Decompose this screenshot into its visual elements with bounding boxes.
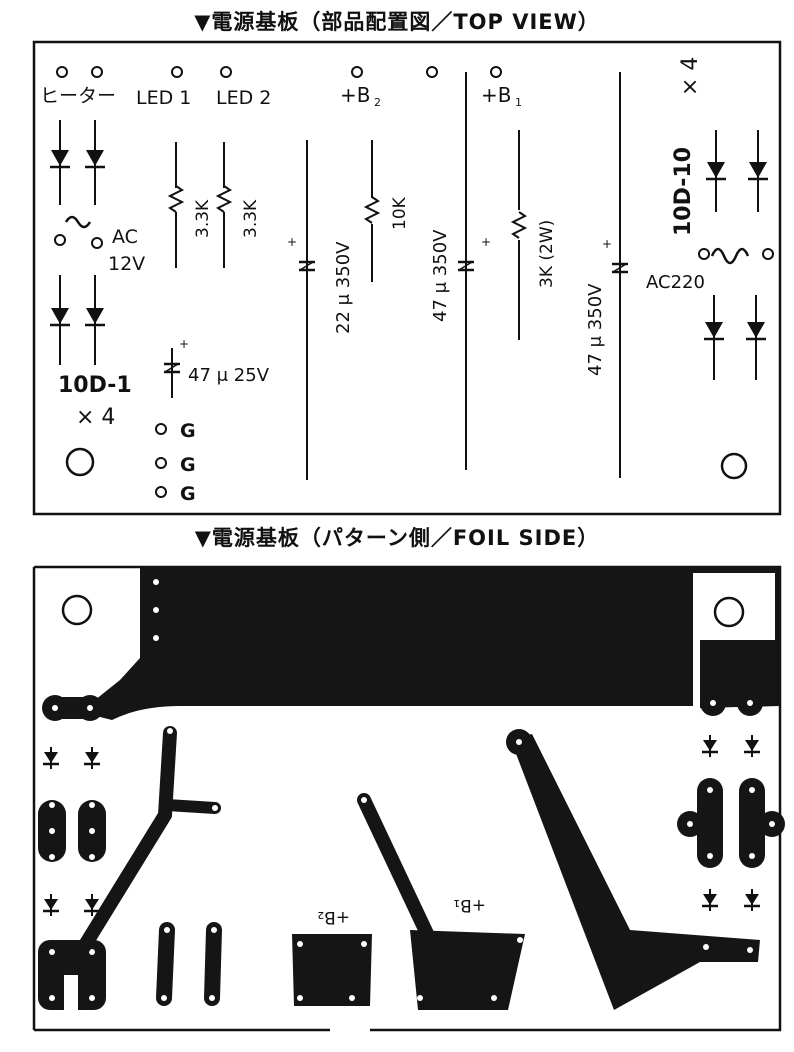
ground-plane <box>80 567 780 720</box>
diode-left-count: × 4 <box>76 405 115 430</box>
left-diode-3 <box>48 306 72 327</box>
cap4-plus: + <box>179 337 189 351</box>
mount-hole-foil-left <box>61 594 93 626</box>
b2-foil-pad <box>292 934 372 1006</box>
diode-right-type: 10D-10 <box>671 147 696 236</box>
g2-label: G <box>180 454 196 476</box>
b2-label: +B <box>340 83 370 107</box>
resistor-3k3-1 <box>169 185 183 213</box>
b1-label: +B <box>481 83 511 107</box>
cap2-plus: + <box>481 235 491 249</box>
foil-diode-7 <box>700 887 720 913</box>
left-diode-1 <box>48 148 72 169</box>
mount-hole-top-right <box>720 452 748 480</box>
r2-value: 3.3K <box>241 199 261 238</box>
cap3-plus: + <box>602 237 612 251</box>
right-diode-3 <box>702 320 726 341</box>
cap-47u-25v <box>162 362 182 374</box>
heater-label: ヒーター <box>40 85 116 107</box>
top-pads <box>56 66 502 78</box>
foil-side-board: +B₂ +B₁ <box>32 565 785 1032</box>
right-diode-1 <box>704 160 728 181</box>
mount-hole-foil-right <box>713 596 745 628</box>
led2-label: LED 2 <box>216 87 271 109</box>
cap-47u-350v-2 <box>610 262 630 274</box>
b1-foil-pad <box>410 930 525 1010</box>
pad-holes <box>52 579 753 711</box>
c1-value: 22 μ 350V <box>333 241 354 334</box>
foil-trace-b1 <box>357 793 437 947</box>
cap-22u-350v <box>297 260 317 272</box>
foil-diode-2 <box>82 745 102 771</box>
cap1-plus: + <box>287 235 297 249</box>
led1-label: LED 1 <box>136 87 191 109</box>
g1-label: G <box>180 420 196 442</box>
b1-sub-label: 1 <box>515 96 522 109</box>
foil-trace-wedge <box>510 734 760 1010</box>
left-foil-holes <box>49 802 95 1010</box>
foil-diode-1 <box>41 745 61 771</box>
right-foil-pads <box>677 778 785 868</box>
ac220-input <box>698 247 774 265</box>
ground-pads <box>155 423 167 498</box>
mount-hole-top-left <box>65 447 95 477</box>
c3-value: 47 μ 350V <box>585 283 606 376</box>
foil-diode-8 <box>742 887 762 913</box>
resistor-10k <box>365 196 379 224</box>
left-diode-2 <box>83 148 107 169</box>
ac12v-input <box>54 215 103 249</box>
foil-trace-bridge <box>75 726 177 957</box>
r-10k-value: 10K <box>390 196 410 230</box>
c2-value: 47 μ 350V <box>430 229 451 322</box>
r1-value: 3.3K <box>193 199 213 238</box>
foil-diode-5 <box>700 733 720 759</box>
ground-plane-cutout <box>698 575 772 637</box>
top-view-board: ヒーター LED 1 LED 2 +B 2 +B 1 AC 12V 10D-1 … <box>32 40 782 516</box>
resistor-3k3-2 <box>217 185 231 213</box>
foil-diode-6 <box>742 733 762 759</box>
ac-label: AC <box>112 226 138 248</box>
right-diode-2 <box>746 160 770 181</box>
foil-diode-3 <box>41 892 61 918</box>
foil-b2-label: +B₂ <box>317 907 350 927</box>
foil-led-pads <box>156 922 222 1006</box>
top-view-heading: ▼電源基板（部品配置図／TOP VIEW） <box>194 10 600 34</box>
c4-value: 47 μ 25V <box>188 365 270 386</box>
diode-right-count: × 4 <box>678 57 703 96</box>
left-diode-4 <box>83 306 107 327</box>
r-3k-value: 3K (2W) <box>537 220 557 288</box>
ac220-label: AC220 <box>646 272 705 293</box>
foil-side-heading: ▼電源基板（パターン側／FOIL SIDE） <box>194 526 600 550</box>
b2-sub-label: 2 <box>374 96 381 109</box>
foil-b1-label: +B₁ <box>453 895 486 915</box>
diode-left-type: 10D-1 <box>58 373 132 398</box>
g3-label: G <box>180 483 196 505</box>
foil-trace-branch <box>161 799 221 814</box>
cap-47u-350v-1 <box>456 260 476 272</box>
led-resistors <box>175 142 225 268</box>
resistor-3k-2w <box>512 211 526 239</box>
v12-label: 12V <box>108 253 145 275</box>
right-diode-4 <box>744 320 768 341</box>
